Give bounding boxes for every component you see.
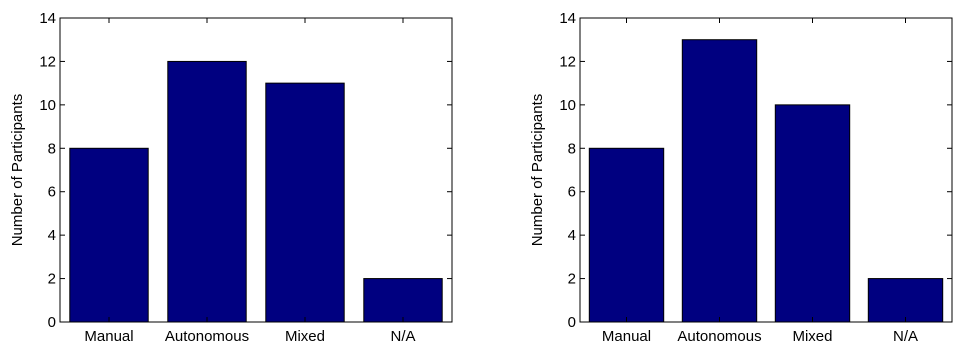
y-tick-label: 2 — [568, 271, 576, 288]
y-tick-label: 0 — [568, 314, 576, 331]
x-tick-label: Autonomous — [677, 328, 761, 345]
x-tick-label: Manual — [84, 328, 133, 345]
chart-left: 0 2 4 6 8 10 12 14 Manual Autonomous Mixed N/A Numbe… — [9, 10, 453, 345]
bar-n-a — [867, 278, 944, 323]
y-axis-label: Number of Participants — [9, 94, 26, 247]
x-tick-label: Manual — [602, 328, 651, 345]
x-tick-label: Autonomous — [165, 328, 249, 345]
y-tick-label: 8 — [568, 140, 576, 157]
y-tick-label: 10 — [559, 97, 576, 114]
y-tick-label: 6 — [48, 184, 56, 201]
y-tick-label: 8 — [48, 140, 56, 157]
x-tick-label: N/A — [390, 328, 415, 345]
bar-mixed — [265, 82, 345, 323]
y-axis-label: Number of Participants — [529, 94, 546, 247]
bar-n-a — [363, 278, 443, 323]
y-tick-label: 12 — [559, 53, 576, 70]
y-tick-label: 0 — [48, 314, 56, 331]
x-tick-label: Mixed — [285, 328, 325, 345]
x-tick-label: N/A — [893, 328, 918, 345]
bar-autonomous — [681, 39, 758, 323]
y-tick-label: 14 — [559, 10, 576, 27]
bar-manual — [588, 147, 665, 323]
x-tick-label: Mixed — [792, 328, 832, 345]
bar-autonomous — [167, 60, 247, 323]
chart-right: 0 2 4 6 8 10 12 14 Manual Autonomous Mixed N/A Numbe… — [529, 10, 953, 345]
bar-mixed — [774, 104, 851, 323]
y-tick-label: 6 — [568, 184, 576, 201]
plot-frame — [59, 17, 453, 323]
plot-frame — [579, 17, 953, 323]
y-tick-label: 14 — [39, 10, 56, 27]
y-tick-label: 4 — [568, 227, 576, 244]
y-tick-label: 4 — [48, 227, 56, 244]
y-tick-label: 10 — [39, 97, 56, 114]
y-tick-label: 12 — [39, 53, 56, 70]
y-tick-label: 2 — [48, 271, 56, 288]
bar-manual — [69, 147, 149, 323]
